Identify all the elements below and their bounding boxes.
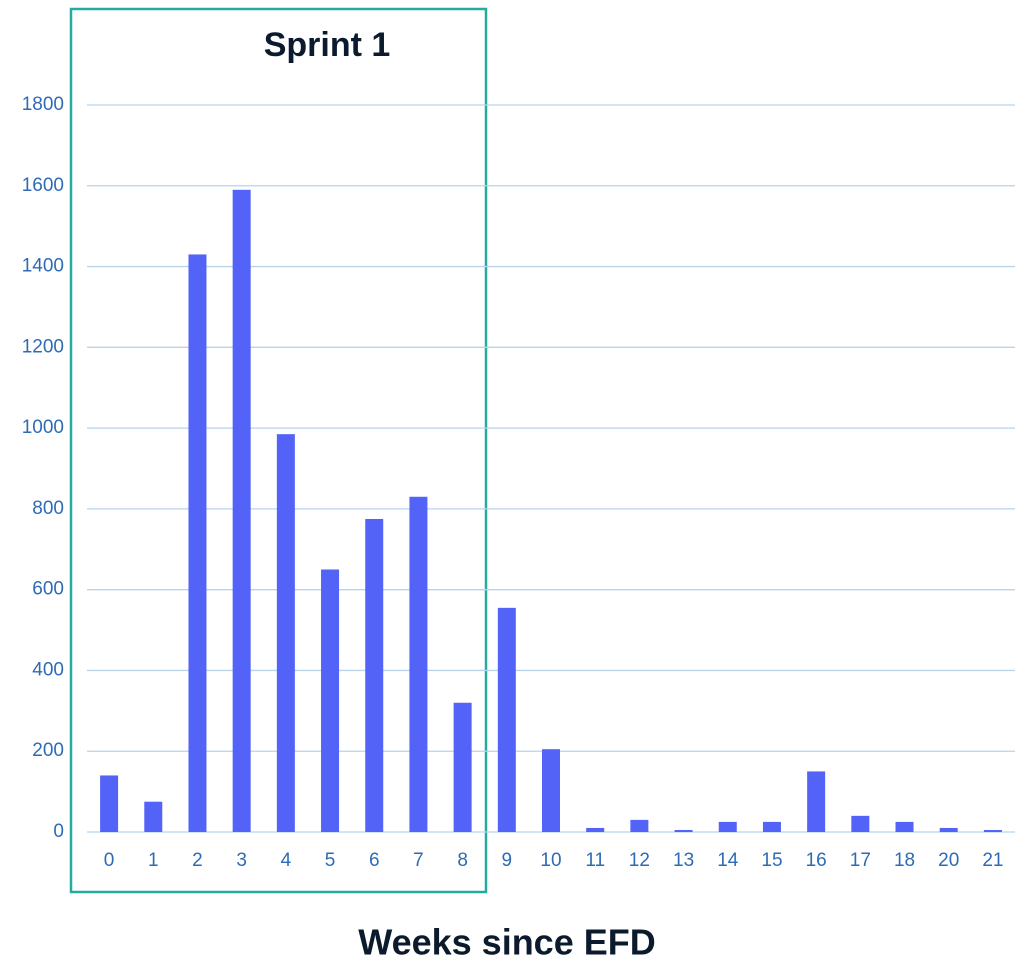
- bar: [718, 821, 737, 832]
- x-tick-label: 16: [806, 850, 827, 871]
- y-tick-label: 1600: [22, 175, 64, 196]
- annotation: Sprint 1: [264, 26, 391, 64]
- y-tick-label: 1200: [22, 336, 64, 357]
- x-tick-label: 4: [281, 850, 292, 871]
- x-tick-label: 11: [585, 850, 605, 871]
- y-tick-label: 200: [32, 740, 64, 761]
- bar: [365, 518, 384, 832]
- x-tick-label: 1: [148, 850, 159, 871]
- x-tick-label: 17: [850, 850, 871, 871]
- y-tick-label: 1000: [22, 417, 64, 438]
- bar: [983, 829, 1002, 832]
- x-tick-label: 8: [457, 850, 468, 871]
- sprint-box: [69, 7, 488, 894]
- x-tick-label: 7: [413, 850, 424, 871]
- bar: [630, 819, 649, 832]
- bar: [409, 496, 428, 832]
- x-tick-label: 0: [104, 850, 115, 871]
- bar: [895, 821, 914, 832]
- bar: [851, 815, 870, 832]
- bar: [807, 771, 826, 832]
- bar: [232, 189, 251, 833]
- bar: [939, 827, 958, 832]
- x-tick-label: 13: [673, 850, 694, 871]
- x-tick-label: 20: [938, 850, 959, 871]
- x-tick-label: 21: [982, 850, 1003, 871]
- x-tick-label: 9: [502, 850, 513, 871]
- y-tick-label: 400: [32, 659, 64, 680]
- x-tick-label: 12: [629, 850, 650, 871]
- bar: [276, 434, 295, 832]
- x-tick-label: 3: [236, 850, 247, 871]
- bar: [453, 702, 472, 832]
- bar: [188, 254, 207, 832]
- x-tick-label: 2: [192, 850, 203, 871]
- x-tick-label: 10: [540, 850, 561, 871]
- y-tick-label: 600: [32, 579, 64, 600]
- bar: [100, 775, 119, 832]
- y-tick-label: 0: [53, 821, 64, 842]
- y-tick-label: 800: [32, 498, 64, 519]
- x-tick-label: 6: [369, 850, 380, 871]
- bar: [762, 821, 781, 832]
- x-tick-label: 18: [894, 850, 915, 871]
- bar: [674, 829, 693, 832]
- x-tick-label: 14: [717, 850, 739, 871]
- y-tick-label: 1400: [22, 256, 64, 277]
- x-axis-label: Weeks since EFD: [358, 922, 655, 963]
- bar: [586, 827, 605, 832]
- x-tick-label: 5: [325, 850, 336, 871]
- bar: [144, 801, 163, 832]
- bar: [321, 569, 340, 832]
- bar: [542, 749, 560, 832]
- y-tick-label: 1800: [22, 94, 64, 115]
- bar: [497, 607, 516, 832]
- x-tick-label: 15: [761, 850, 782, 871]
